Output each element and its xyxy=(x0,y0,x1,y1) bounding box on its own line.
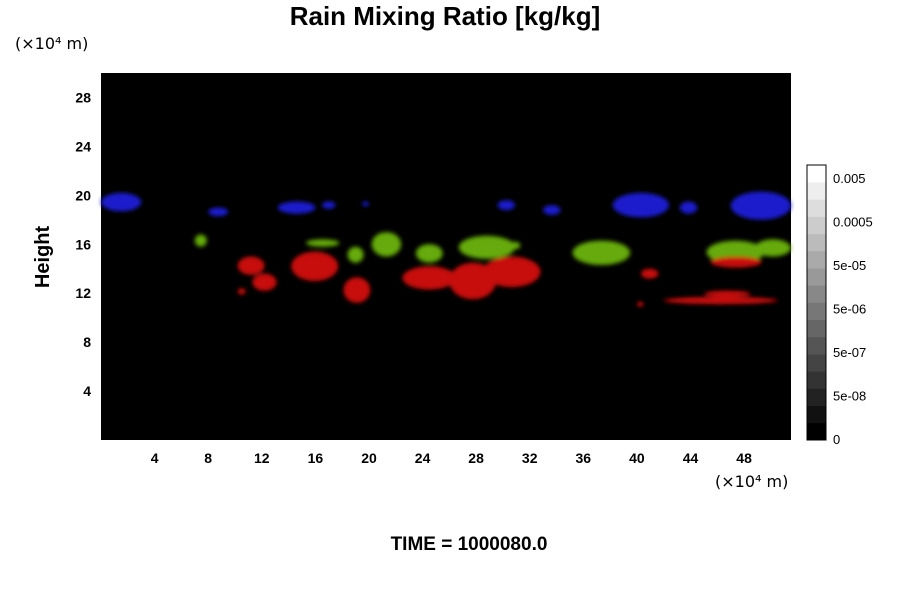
colorbar-swatch xyxy=(807,233,826,252)
chart-title: Rain Mixing Ratio [kg/kg] xyxy=(290,1,601,31)
rain-region-1-2 xyxy=(347,246,364,263)
x-tick-label: 24 xyxy=(415,450,431,466)
colorbar-swatch xyxy=(807,165,826,183)
colorbar-swatch xyxy=(807,285,826,303)
colorbar-swatch xyxy=(807,250,826,269)
rain-region-0-4 xyxy=(362,201,369,207)
colorbar-tick-label: 5e-06 xyxy=(833,302,866,317)
rain-region-1-9 xyxy=(754,239,792,257)
plot-area xyxy=(101,73,791,440)
y-tick-label: 28 xyxy=(75,90,91,106)
time-label: TIME = 1000080.0 xyxy=(391,534,548,555)
rain-region-0-8 xyxy=(679,201,698,214)
x-axis-unit: (×10⁴ m) xyxy=(715,472,788,491)
colorbar-swatch xyxy=(807,319,826,338)
colorbar-tick-label: 5e-08 xyxy=(833,389,866,404)
rain-region-2-10 xyxy=(704,290,751,297)
rain-regions xyxy=(101,191,792,307)
colorbar-swatch xyxy=(807,216,826,235)
y-tick-label: 4 xyxy=(83,383,91,399)
x-tick-label: 44 xyxy=(683,450,699,466)
rain-region-2-3 xyxy=(291,251,339,281)
x-tick-label: 40 xyxy=(629,450,645,466)
x-tick-label: 20 xyxy=(361,450,377,466)
rain-region-0-6 xyxy=(543,205,561,215)
x-tick-label: 28 xyxy=(468,450,484,466)
y-tick-label: 16 xyxy=(75,236,91,252)
rain-region-2-5 xyxy=(402,266,457,290)
y-tick-label: 24 xyxy=(75,138,91,154)
colorbar-tick-label: 0 xyxy=(833,432,840,447)
colorbar-swatch xyxy=(807,388,826,406)
colorbar-swatch xyxy=(807,268,826,286)
colorbar-tick-label: 5e-05 xyxy=(833,258,866,273)
y-tick-label: 20 xyxy=(75,187,91,203)
colorbar xyxy=(806,164,827,441)
y-axis-unit: (×10⁴ m) xyxy=(15,34,88,53)
rain-region-2-11 xyxy=(710,256,762,268)
y-axis-ticks: 4 8 12 16 20 24 28 xyxy=(75,90,91,400)
x-tick-label: 8 xyxy=(204,450,212,466)
x-tick-label: 16 xyxy=(308,450,324,466)
colorbar-tick-label: 0.005 xyxy=(833,171,866,186)
y-axis-label: Height xyxy=(32,226,54,289)
y-tick-label: 12 xyxy=(75,285,91,301)
colorbar-tick-label: 0.0005 xyxy=(833,215,873,230)
rain-region-2-7 xyxy=(482,256,541,288)
x-tick-label: 48 xyxy=(736,450,752,466)
rain-region-0-3 xyxy=(322,201,336,209)
rain-region-1-3 xyxy=(371,232,402,257)
colorbar-swatch xyxy=(807,199,826,217)
rain-region-0-2 xyxy=(277,201,316,214)
rain-region-2-0 xyxy=(237,256,265,275)
colorbar-swatch xyxy=(807,302,826,320)
rain-region-0-5 xyxy=(497,200,515,211)
rain-region-0-7 xyxy=(612,192,670,218)
colorbar-labels: 0 5e-08 5e-07 5e-06 5e-05 0.0005 0.005 xyxy=(833,171,873,447)
colorbar-swatch xyxy=(807,371,826,389)
x-tick-label: 36 xyxy=(576,450,592,466)
rain-region-1-5 xyxy=(458,235,515,259)
colorbar-swatch xyxy=(807,354,826,372)
colorbar-swatch xyxy=(807,422,826,441)
x-tick-label: 4 xyxy=(151,450,159,466)
rain-region-1-1 xyxy=(306,239,340,247)
colorbar-swatch xyxy=(807,182,826,200)
rain-region-2-8 xyxy=(641,268,659,279)
rain-region-2-2 xyxy=(237,288,246,295)
rain-region-0-0 xyxy=(101,192,142,212)
rain-region-0-9 xyxy=(730,191,792,220)
rain-region-2-12 xyxy=(637,301,644,307)
y-tick-label: 8 xyxy=(83,334,91,350)
rain-region-2-1 xyxy=(252,273,277,291)
rain-region-1-4 xyxy=(415,244,443,263)
rain-region-1-7 xyxy=(572,240,631,265)
rain-region-0-1 xyxy=(208,207,229,217)
colorbar-swatch xyxy=(807,405,826,424)
colorbar-tick-label: 5e-07 xyxy=(833,345,866,360)
colorbar-swatch xyxy=(807,336,826,355)
x-axis-ticks: 4 8 12 16 20 24 28 32 36 40 44 48 xyxy=(151,450,752,466)
rain-region-2-9 xyxy=(663,296,778,305)
colorbar-outline xyxy=(806,164,827,441)
x-tick-label: 32 xyxy=(522,450,538,466)
rain-region-1-6 xyxy=(509,241,521,250)
rain-region-1-0 xyxy=(194,234,207,247)
rain-region-2-4 xyxy=(343,277,371,303)
x-tick-label: 12 xyxy=(254,450,270,466)
